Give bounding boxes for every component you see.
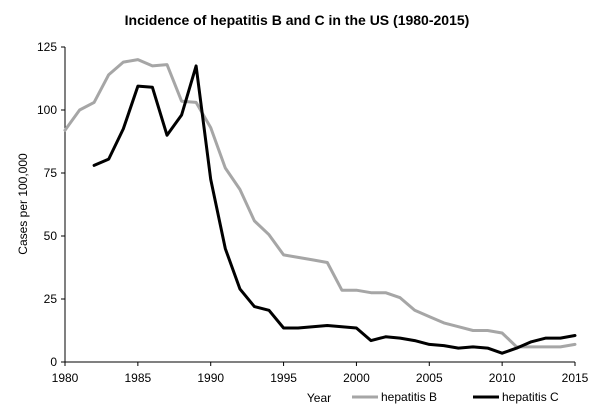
y-axis-title: Cases per 100,000 bbox=[16, 153, 30, 255]
x-tick-label: 2000 bbox=[343, 371, 370, 385]
y-tick-label: 0 bbox=[50, 355, 57, 369]
chart-title: Incidence of hepatitis B and C in the US… bbox=[125, 12, 470, 28]
x-tick-label: 2005 bbox=[416, 371, 443, 385]
series-line-hepatitis-c bbox=[92, 64, 577, 355]
series-layer bbox=[63, 58, 577, 355]
x-axis-ticks: 1980 1985 1990 1995 2000 2005 2010 2015 bbox=[52, 362, 589, 385]
y-tick-label: 100 bbox=[37, 103, 57, 117]
y-axis-ticks: 0 25 50 75 100 125 bbox=[37, 40, 65, 369]
legend-label-hepatitis-b: hepatitis B bbox=[381, 390, 437, 404]
x-tick-label: 2015 bbox=[562, 371, 589, 385]
y-tick-label: 125 bbox=[37, 40, 57, 54]
legend-label-hepatitis-c: hepatitis C bbox=[502, 390, 559, 404]
axes bbox=[64, 47, 575, 363]
y-tick-label: 25 bbox=[44, 292, 58, 306]
x-tick-label: 1990 bbox=[197, 371, 224, 385]
y-tick-label: 50 bbox=[44, 229, 58, 243]
x-tick-label: 1985 bbox=[125, 371, 152, 385]
series-line-hepatitis-b bbox=[63, 58, 577, 349]
x-axis-title: Year bbox=[307, 391, 331, 405]
y-tick-label: 75 bbox=[44, 166, 58, 180]
x-tick-label: 2010 bbox=[489, 371, 516, 385]
legend: hepatitis B hepatitis C bbox=[352, 390, 559, 404]
x-tick-label: 1995 bbox=[270, 371, 297, 385]
x-tick-label: 1980 bbox=[52, 371, 79, 385]
